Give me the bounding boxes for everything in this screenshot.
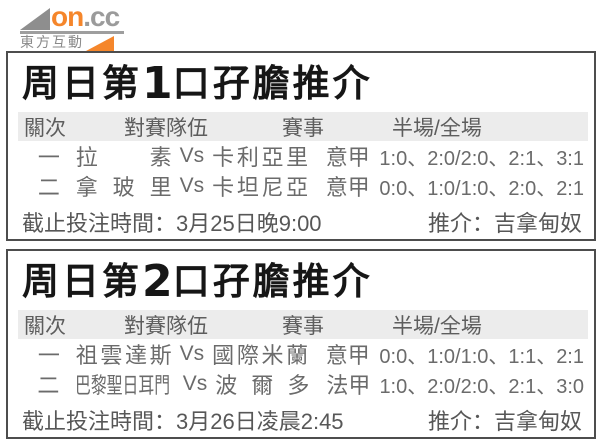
tips-cell: 0:0、1:0/1:0、2:0、2:1 [379, 177, 584, 200]
home-team: 拉素 [75, 145, 172, 171]
league-cell: 意甲 [325, 343, 370, 369]
tips-cell: 1:0、2:0/2:0、2:1、3:1 [379, 147, 584, 170]
deadline-label: 截止投注時間： [22, 211, 177, 237]
vs-label: Vs [179, 174, 205, 198]
swoosh-orange-triangle-icon [86, 36, 114, 51]
column-header-league: 賽事 [282, 116, 324, 140]
title-prefix: 周日第 [22, 61, 142, 105]
brand-on: on [51, 1, 84, 32]
tipster-value: 吉拿甸奴 [493, 211, 582, 237]
tipster-label: 推介： [427, 211, 494, 237]
table-header-row: 關次 對賽隊伍 賽事 半場/全場 [18, 310, 588, 340]
match-row: 一 拉素 Vs 卡利亞里 意甲 1:0、2:0/2:0、2:1、3:1 [22, 141, 584, 171]
tips-cell: 1:0、2:0/2:0、2:1、3:0 [379, 375, 585, 398]
deadline-text: 截止投注時間：3月26日凌晨2:45 [22, 404, 344, 436]
column-header-score: 半場/全場 [392, 314, 482, 338]
leg-cell: 一 [37, 343, 60, 369]
tip-card-2: 周日第2口孖膽推介 關次 對賽隊伍 賽事 半場/全場 一 祖雲達斯 Vs 國際米… [6, 249, 596, 439]
title-number: 1 [142, 58, 173, 109]
title-number: 2 [142, 256, 173, 307]
logo-top-row: on.cc [20, 1, 124, 32]
tipster-text: 推介：吉拿甸奴 [428, 206, 582, 238]
card-footer: 截止投注時間：3月26日凌晨2:45 推介：吉拿甸奴 [22, 404, 584, 436]
column-header-leg: 關次 [24, 314, 66, 338]
card-title: 周日第1口孖膽推介 [22, 59, 584, 108]
column-header-match: 對賽隊伍 [124, 116, 208, 140]
swoosh-gray-triangle-icon [20, 8, 50, 30]
league-cell: 意甲 [325, 175, 370, 201]
away-team: 卡坦尼亞 [212, 175, 309, 201]
vs-label: Vs [182, 372, 208, 396]
column-header-leg: 關次 [24, 116, 66, 140]
column-header-score: 半場/全場 [392, 116, 482, 140]
deadline-value: 3月25日晚9:00 [176, 211, 322, 237]
brand-text: on.cc [51, 1, 120, 32]
card-title: 周日第2口孖膽推介 [22, 257, 584, 306]
leg-cell: 二 [37, 373, 60, 399]
away-team: 國際米蘭 [212, 343, 309, 369]
tipster-label: 推介： [427, 409, 494, 435]
league-cell: 意甲 [325, 145, 370, 171]
logo-bottom-row: 東方互動 [20, 34, 124, 51]
league-cell: 法甲 [326, 373, 371, 399]
home-team: 拿玻里 [75, 175, 172, 201]
title-suffix: 口孖膽推介 [172, 61, 373, 105]
away-team: 波爾多 [215, 373, 310, 399]
oncc-logo[interactable]: on.cc 東方互動 [20, 1, 124, 51]
title-suffix: 口孖膽推介 [172, 259, 373, 303]
tip-card-1: 周日第1口孖膽推介 關次 對賽隊伍 賽事 半場/全場 一 拉素 Vs 卡利亞里 … [6, 51, 596, 241]
card-footer: 截止投注時間：3月25日晚9:00 推介：吉拿甸奴 [22, 206, 584, 238]
title-prefix: 周日第 [22, 259, 142, 303]
tipster-value: 吉拿甸奴 [493, 409, 582, 435]
brand-cc: .cc [83, 1, 120, 32]
leg-cell: 二 [37, 175, 60, 201]
column-header-league: 賽事 [282, 314, 324, 338]
logo-underline [20, 31, 124, 34]
column-header-match: 對賽隊伍 [124, 314, 208, 338]
vs-label: Vs [179, 144, 205, 168]
match-row: 二 拿玻里 Vs 卡坦尼亞 意甲 0:0、1:0/1:0、2:0、2:1 [22, 171, 584, 201]
home-team: 祖雲達斯 [75, 343, 172, 369]
match-row: 一 祖雲達斯 Vs 國際米蘭 意甲 0:0、1:0/1:0、1:1、2:1 [22, 339, 584, 369]
logo-subtitle: 東方互動 [20, 34, 84, 50]
deadline-value: 3月26日凌晨2:45 [176, 409, 344, 435]
deadline-text: 截止投注時間：3月25日晚9:00 [22, 206, 322, 238]
tipster-text: 推介：吉拿甸奴 [428, 404, 582, 436]
vs-label: Vs [179, 342, 205, 366]
match-row: 二 巴黎聖日耳門 Vs 波爾多 法甲 1:0、2:0/2:0、2:1、3:0 [22, 369, 584, 399]
tips-cell: 0:0、1:0/1:0、1:1、2:1 [379, 345, 584, 368]
table-header-row: 關次 對賽隊伍 賽事 半場/全場 [18, 112, 588, 142]
away-team: 卡利亞里 [212, 145, 309, 171]
home-team: 巴黎聖日耳門 [74, 373, 170, 399]
deadline-label: 截止投注時間： [22, 409, 177, 435]
leg-cell: 一 [37, 145, 60, 171]
